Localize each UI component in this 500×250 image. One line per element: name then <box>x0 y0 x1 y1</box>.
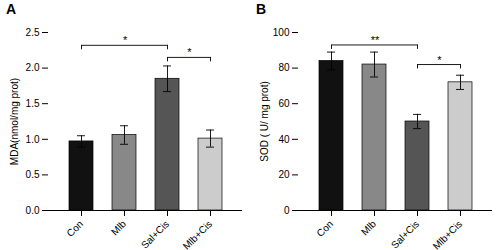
svg-text:SOD ( U/ mg prot): SOD ( U/ mg prot) <box>259 81 270 162</box>
svg-text:Mlb: Mlb <box>109 218 128 237</box>
svg-text:80: 80 <box>278 62 290 73</box>
svg-text:Con: Con <box>64 218 85 239</box>
svg-text:Mlb: Mlb <box>359 218 378 237</box>
svg-text:0.0: 0.0 <box>26 205 40 216</box>
svg-text:1.0: 1.0 <box>26 134 40 145</box>
svg-text:0.5: 0.5 <box>26 169 40 180</box>
svg-text:**: ** <box>371 34 380 46</box>
svg-text:20: 20 <box>278 169 290 180</box>
svg-text:*: * <box>187 46 192 58</box>
svg-text:60: 60 <box>278 98 290 109</box>
svg-text:Sal+Cis: Sal+Cis <box>139 218 171 250</box>
svg-text:2.5: 2.5 <box>26 27 40 38</box>
svg-text:0: 0 <box>284 205 290 216</box>
svg-text:*: * <box>123 34 128 46</box>
svg-text:40: 40 <box>278 134 290 145</box>
html-text:A: A <box>6 1 17 17</box>
svg-text:Mlb+Cis: Mlb+Cis <box>181 218 215 250</box>
svg-text:100: 100 <box>273 27 290 38</box>
svg-text:1.5: 1.5 <box>26 98 40 109</box>
html-text:B: B <box>256 1 267 17</box>
svg-text:Mlb+Cis: Mlb+Cis <box>431 218 465 250</box>
svg-text:*: * <box>437 54 442 66</box>
svg-text:Con: Con <box>314 218 335 239</box>
svg-text:Sal+Cis: Sal+Cis <box>389 218 421 250</box>
svg-text:MDA(nmol/mg prot): MDA(nmol/mg prot) <box>9 78 20 165</box>
svg-text:2.0: 2.0 <box>26 62 40 73</box>
